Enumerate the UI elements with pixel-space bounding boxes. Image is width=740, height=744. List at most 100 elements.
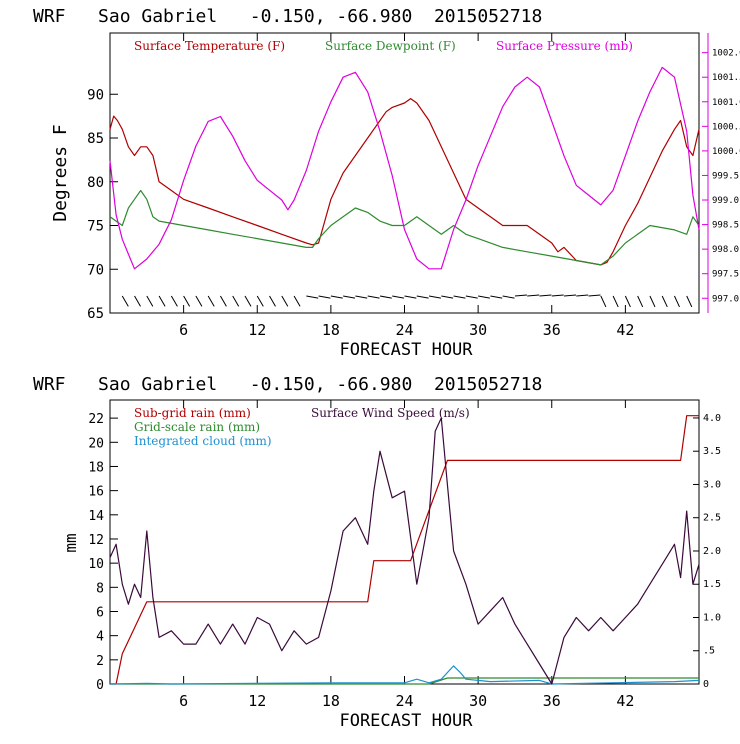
y2-tick-label: 998.0: [712, 245, 739, 255]
y2-tick-label: 3.0: [703, 479, 721, 490]
y-tick-label: 6: [96, 605, 104, 620]
y-tick-label: 18: [88, 460, 104, 475]
panel1-legend: Surface Temperature (F) Surface Dewpoint…: [134, 39, 633, 53]
y2-tick-label: 1001.0: [712, 98, 740, 108]
wind-barb: [244, 295, 252, 307]
y-tick-label: 8: [96, 581, 104, 596]
x-tick-label: 12: [248, 692, 266, 710]
wind-barb: [527, 294, 540, 297]
wind-barb: [220, 295, 227, 307]
wind-barb: [490, 295, 503, 299]
x-tick-label: 36: [543, 321, 561, 339]
series-surface-wind-speed-m-s: [109, 417, 700, 685]
x-tick-label: 30: [469, 321, 487, 339]
wind-barb: [404, 295, 417, 299]
wind-barb: [637, 295, 644, 308]
wind-barb: [465, 295, 478, 299]
wind-barb: [232, 295, 240, 307]
x-tick-label: 6: [179, 321, 188, 339]
y-tick-label: 16: [88, 485, 104, 500]
wind-barb: [600, 295, 607, 308]
panel2-series: [109, 415, 700, 685]
series-sub-grid-rain-mm: [110, 415, 699, 685]
legend-surface-temperature: Surface Temperature (F): [134, 39, 285, 53]
legend-gridscale-rain: Grid-scale rain (mm): [134, 420, 260, 434]
x-tick-label: 42: [616, 321, 634, 339]
wind-barb: [343, 295, 356, 299]
y2-tick-label: 1001.5: [712, 73, 740, 83]
legend-surface-pressure: Surface Pressure (mb): [496, 39, 633, 53]
wind-barb: [612, 295, 619, 308]
wind-barb: [146, 295, 154, 307]
legend-surface-wind-speed: Surface Wind Speed (m/s): [311, 406, 470, 420]
wind-barb: [576, 294, 589, 297]
temperature-panel: WRF Sao Gabriel -0.150, -66.980 20150527…: [33, 6, 740, 360]
panel1-ticks: 6 12 18 24 30 36 42 65 70 75 80 85 90 997.0 997.5 998.0…: [87, 33, 740, 339]
y2-tick-label: 2.5: [703, 513, 721, 524]
wind-barb: [367, 295, 380, 299]
wind-barb: [306, 295, 319, 299]
x-tick-label: 18: [322, 321, 340, 339]
y2-tick-label: 997.0: [712, 294, 739, 304]
series-surface-temperature-f: [109, 97, 700, 266]
panel2-x-axis-label: FORECAST HOUR: [339, 711, 473, 731]
y-tick-label: 2: [96, 654, 104, 669]
y2-tick-label: 1002.0: [712, 49, 740, 59]
wind-barb: [134, 295, 141, 307]
wind-barb: [318, 295, 331, 299]
y-tick-label: 75: [87, 219, 104, 235]
wind-barb: [514, 294, 527, 297]
y-tick-label: 14: [88, 509, 104, 524]
series-surface-dewpoint-f: [109, 189, 700, 266]
y-tick-label: 20: [88, 436, 104, 451]
y-tick-label: 80: [87, 175, 104, 191]
wind-barb: [649, 295, 656, 308]
panel2-ticks: 6 12 18 24 30 36 4202468101214161820220.51.01.…: [88, 400, 721, 710]
x-tick-label: 42: [616, 692, 634, 710]
y2-tick-label: 997.5: [712, 270, 739, 280]
y-tick-label: 85: [87, 131, 104, 147]
precip-panel: WRF Sao Gabriel -0.150, -66.980 20150527…: [33, 374, 721, 731]
y2-tick-label: 1000.0: [712, 147, 740, 157]
x-tick-label: 18: [322, 692, 340, 710]
wind-barb: [355, 295, 368, 299]
panel2-y-axis-label: mm: [61, 533, 80, 552]
wind-barb: [256, 295, 264, 307]
wind-barb: [207, 295, 215, 307]
wind-barb: [674, 295, 680, 308]
y2-tick-label: 1.5: [703, 579, 721, 590]
y2-tick-label: 998.5: [712, 221, 739, 231]
series-grid-scale-rain-mm: [110, 677, 699, 685]
x-tick-label: 36: [543, 692, 561, 710]
y-tick-label: 0: [96, 678, 104, 693]
y2-tick-label: 999.0: [712, 196, 739, 206]
panel1-frame: [109, 32, 700, 314]
y2-tick-label: 4.0: [703, 413, 721, 424]
x-tick-label: 24: [395, 692, 413, 710]
y2-tick-label: .5: [703, 646, 715, 657]
y-tick-label: 70: [87, 262, 104, 278]
panel1-y-axis-label: Degrees F: [50, 124, 71, 222]
y2-tick-label: 3.5: [703, 446, 721, 457]
legend-subgrid-rain: Sub-grid rain (mm): [134, 406, 251, 420]
y-tick-label: 90: [87, 87, 104, 103]
wind-barb: [478, 295, 490, 299]
wind-barb: [428, 295, 441, 299]
wind-barbs: [121, 294, 693, 308]
wind-barb: [269, 295, 276, 307]
x-tick-label: 24: [395, 321, 413, 339]
y2-tick-label: 1000.5: [712, 122, 740, 132]
y-tick-label: 4: [96, 630, 104, 645]
wind-barb: [379, 295, 392, 299]
y-tick-label: 12: [88, 533, 104, 548]
wind-barb: [392, 295, 405, 299]
y-tick-label: 65: [87, 306, 104, 322]
wind-barb: [661, 295, 668, 308]
legend-integrated-cloud: Integrated cloud (mm): [134, 434, 272, 448]
panel2-legend: Sub-grid rain (mm) Grid-scale rain (mm) …: [134, 406, 470, 448]
y-tick-label: 22: [88, 412, 104, 427]
wind-barb: [441, 295, 454, 299]
wind-barb: [281, 295, 289, 307]
wind-barb: [293, 295, 301, 307]
